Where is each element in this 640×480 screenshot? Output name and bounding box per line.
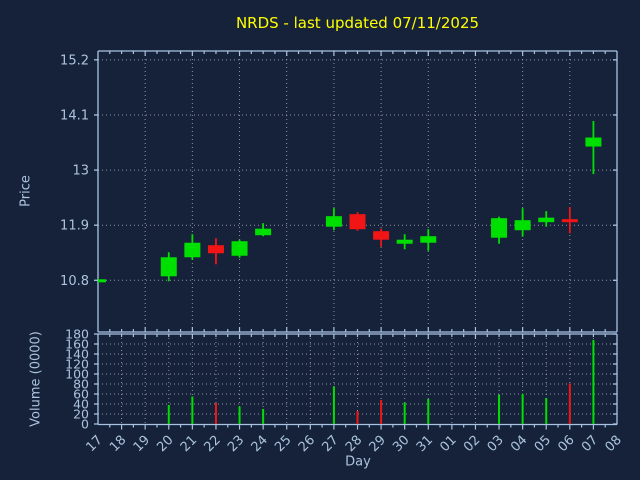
volume-ytick-label: 180 (65, 327, 89, 342)
candle-body (396, 239, 413, 244)
volume-ytick-label: 40 (73, 397, 89, 412)
x-axis-label: Day (345, 454, 371, 470)
volume-ytick-label: 20 (73, 407, 89, 422)
candle-body (514, 220, 531, 231)
candle-body (349, 214, 366, 230)
price-axis-label: Price (18, 175, 34, 207)
volume-axis-label: Volume (0000) (28, 331, 44, 427)
candle-body (373, 231, 390, 240)
candle-body (325, 216, 342, 227)
volume-ytick-label: 100 (65, 367, 89, 382)
candle-body (255, 228, 272, 236)
volume-ytick-label: 160 (65, 337, 89, 352)
candle-body (585, 137, 602, 147)
volume-ytick-label: 120 (65, 357, 89, 372)
chart-title: NRDS - last updated 07/11/2025 (235, 14, 480, 32)
candle-body (491, 218, 508, 238)
volume-ytick-label: 60 (73, 387, 89, 402)
candle-body (561, 219, 578, 223)
candle-body (98, 279, 106, 283)
price-ytick-label: 15.2 (60, 53, 89, 68)
candle-body (184, 242, 201, 258)
price-ytick-label: 10.8 (60, 274, 89, 289)
candle-body (231, 241, 248, 256)
volume-ytick-label: 80 (73, 377, 89, 392)
price-ytick-label: 11.9 (60, 219, 89, 234)
candle-body (207, 245, 224, 254)
volume-ytick-label: 0 (81, 417, 89, 432)
volume-ytick-label: 140 (65, 347, 89, 362)
candle-body (420, 236, 437, 243)
price-ytick-label: 14.1 (60, 108, 89, 123)
candle-body (538, 217, 555, 223)
candle-body (160, 257, 177, 277)
candles-group (98, 120, 602, 284)
price-ytick-label: 13 (72, 164, 89, 179)
